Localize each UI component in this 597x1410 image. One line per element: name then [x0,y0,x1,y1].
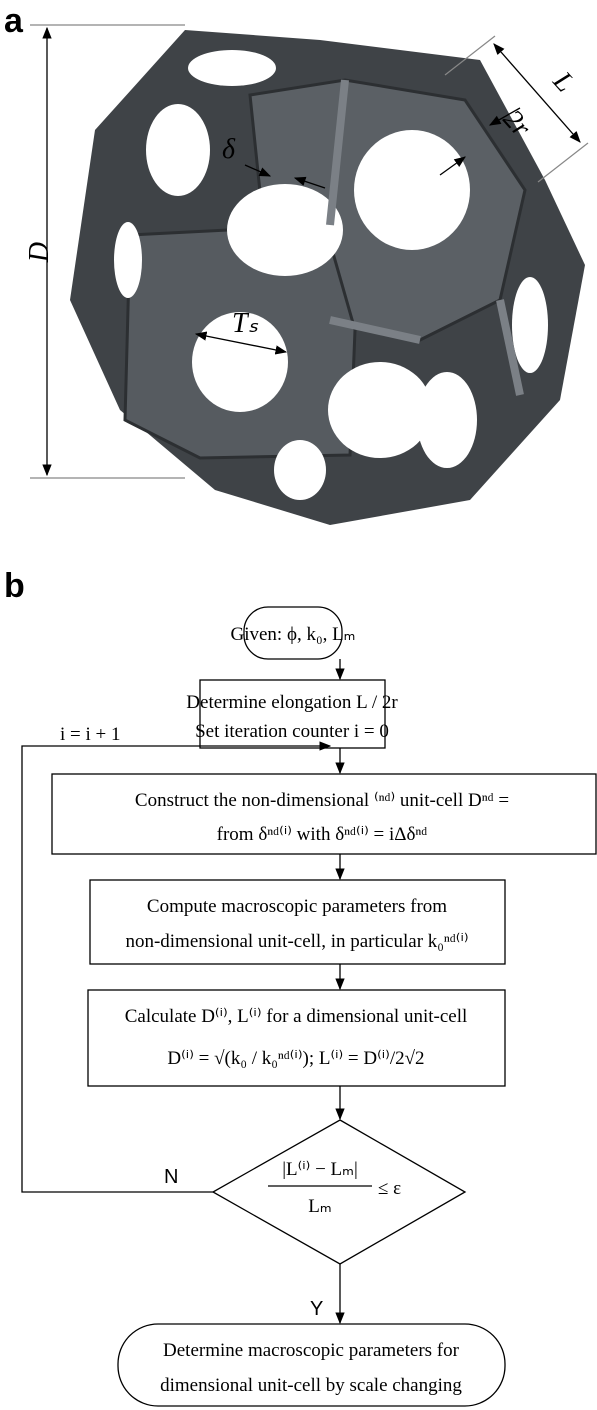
dimension-label: δ [222,134,236,165]
node-text: Set iteration counter i = 0 [195,721,389,742]
process-box [88,990,505,1086]
panel-label: a [4,2,24,40]
node-text: Construct the non-dimensional ⁽ⁿᵈ⁾ unit-… [135,790,509,811]
dimension-label: L [546,65,580,98]
node-text: ≤ ε [378,1178,401,1199]
node-text: dimensional unit-cell by scale changing [160,1375,462,1396]
node-text: Determine macroscopic parameters for [163,1340,460,1361]
dimension-label: D [24,242,55,263]
loop-label: i = i + 1 [60,724,121,745]
branch-label: N [164,1166,178,1188]
node-text: D⁽ⁱ⁾ = √(k₀ / k₀ⁿᵈ⁽ⁱ⁾); L⁽ⁱ⁾ = D⁽ⁱ⁾/2√2 [167,1048,424,1069]
dimension-label: Tₛ [232,308,259,339]
node-text: Compute macroscopic parameters from [147,896,447,917]
decision [213,1120,465,1264]
branch-label: Y [310,1298,323,1320]
node-text: from δⁿᵈ⁽ⁱ⁾ with δⁿᵈ⁽ⁱ⁾ = iΔδⁿᵈ [217,824,428,845]
node-text: Calculate D⁽ⁱ⁾, L⁽ⁱ⁾ for a dimensional u… [125,1006,468,1027]
node-text: Determine elongation L / 2r [186,692,398,713]
panel-label: b [4,567,25,605]
node-text: Given: ϕ, k₀, Lₘ [230,624,355,645]
node-text: |L⁽ⁱ⁾ − Lₘ| [282,1159,358,1180]
node-text: Lₘ [308,1196,331,1217]
figure: a D L 2r δ Tₛ b Given: ϕ, k₀, Lₘ Determi… [0,0,597,1410]
guide-line [538,143,588,182]
node-text: non-dimensional unit-cell, in particular… [125,931,468,952]
kelvin-cell [70,30,585,525]
